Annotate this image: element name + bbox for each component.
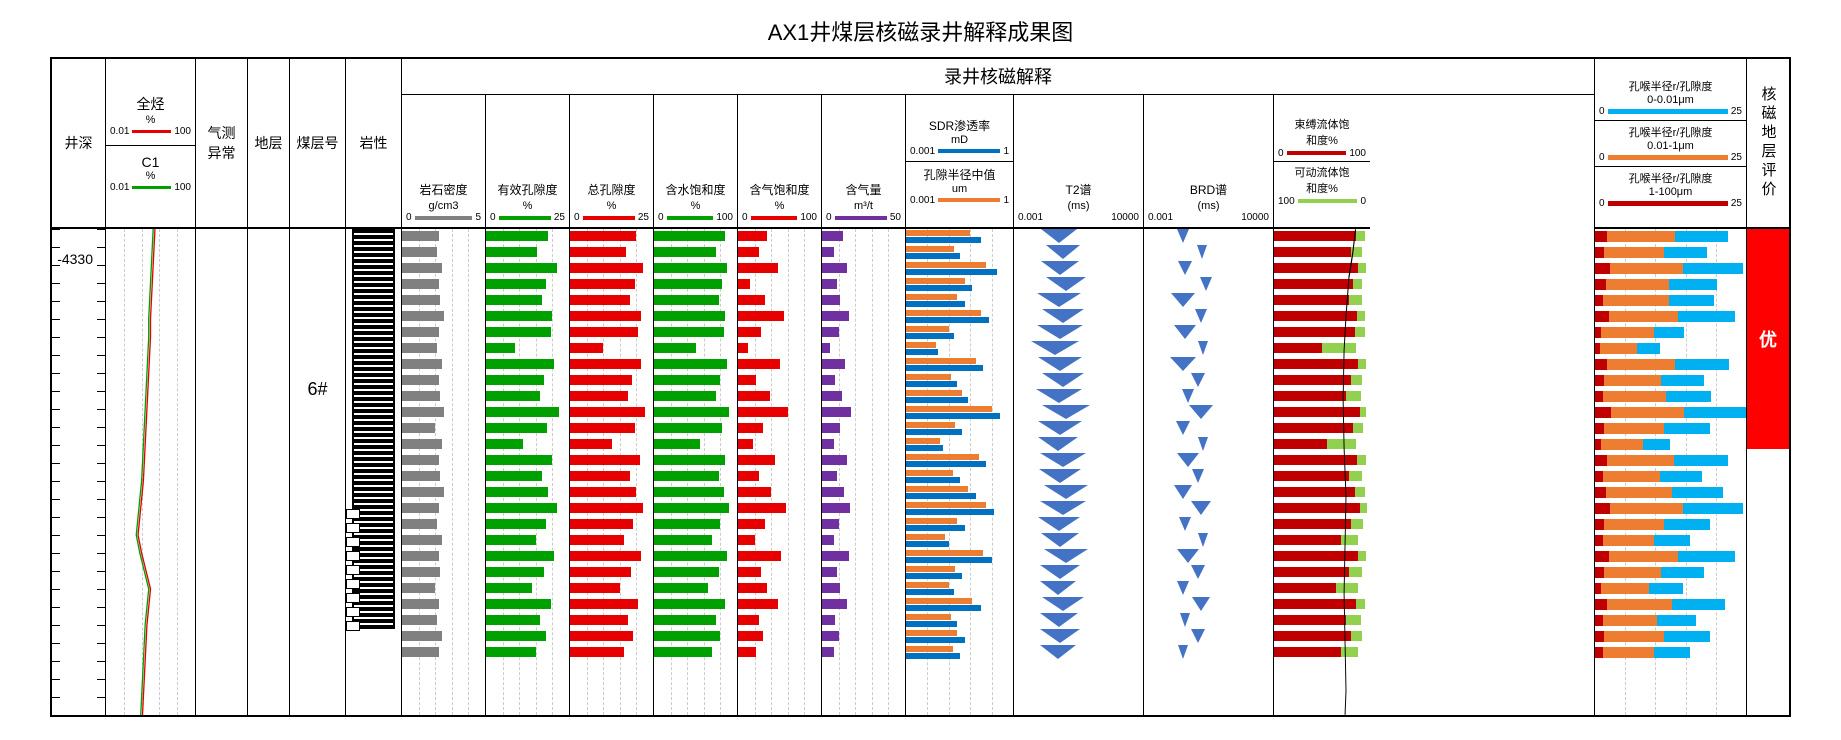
well-log-chart: 井深-4330 全烃%0.01100 C1%0.01100 气测 异常地层煤层号… xyxy=(50,57,1791,717)
stratum-track: 地层 xyxy=(248,59,290,715)
sdr-pore-track: SDR渗透率mD0.0011 孔隙半径中值um0.0011 xyxy=(906,95,1014,715)
fluid-saturation-track: 束缚流体饱 和度%0100 可动流体饱 和度%1000 xyxy=(1274,95,1370,715)
lithology-track: 岩性 xyxy=(346,59,402,715)
bar-track-3: 含水饱和度%0100 xyxy=(654,95,738,715)
spectrum-track-0: T2谱(ms) 0.00110000 xyxy=(1014,95,1144,715)
bar-track-5: 含气量m³/t050 xyxy=(822,95,906,715)
bar-track-1: 有效孔隙度%025 xyxy=(486,95,570,715)
pore-throat-track: 孔喉半径r/孔隙度 0-0.01μm025孔喉半径r/孔隙度 0.01-1μm0… xyxy=(1595,59,1747,715)
nmr-interpretation-group: 录井核磁解释岩石密度g/cm305有效孔隙度%025总孔隙度%025含水饱和度%… xyxy=(402,59,1595,715)
chart-title: AX1井煤层核磁录井解释成果图 xyxy=(0,0,1841,57)
spectrum-track-1: BRD谱(ms) 0.00110000 xyxy=(1144,95,1274,715)
gas-anomaly-track: 气测 异常 xyxy=(196,59,248,715)
bar-track-4: 含气饱和度%0100 xyxy=(738,95,822,715)
coal-seam-track: 煤层号6# xyxy=(290,59,346,715)
gas-track: 全烃%0.01100 C1%0.01100 xyxy=(106,59,196,715)
bar-track-0: 岩石密度g/cm305 xyxy=(402,95,486,715)
depth-track: 井深-4330 xyxy=(52,59,106,715)
evaluation-track: 核磁地层评价优 xyxy=(1747,59,1789,715)
bar-track-2: 总孔隙度%025 xyxy=(570,95,654,715)
